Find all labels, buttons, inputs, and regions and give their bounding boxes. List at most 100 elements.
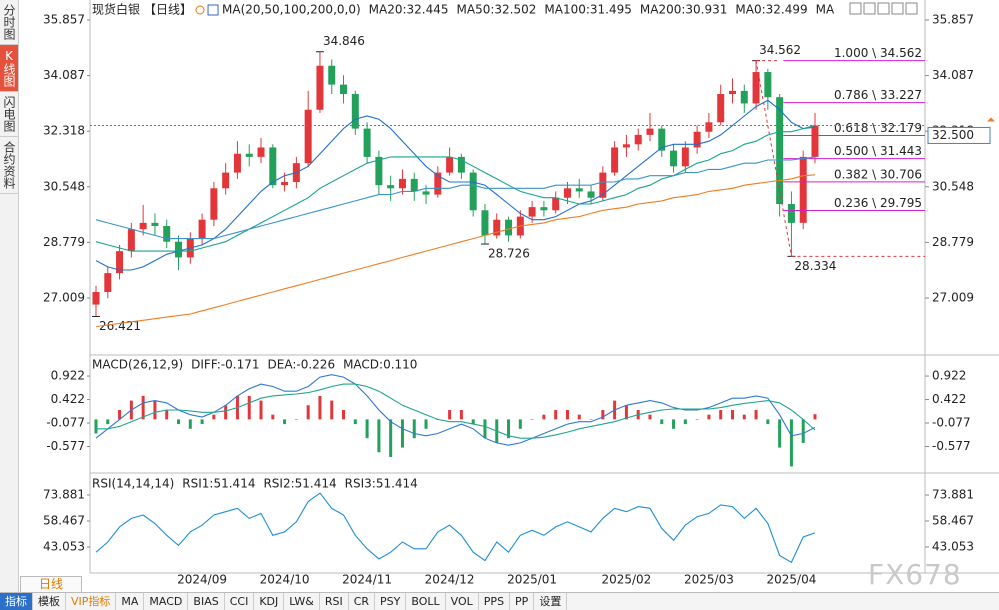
candle-body <box>646 128 654 135</box>
candle-body <box>717 94 725 123</box>
y-tick-label: 32.318 <box>43 124 85 138</box>
y-tick-label: 34.087 <box>932 68 974 82</box>
toolbar-tab[interactable]: 设置 <box>534 593 568 610</box>
series-line <box>96 383 816 439</box>
macd-bar <box>707 414 711 420</box>
candle-body <box>375 156 383 186</box>
toolbar-tab[interactable]: VIP指标 <box>66 593 117 610</box>
y-tick-label: -0.077 <box>46 416 85 430</box>
y-tick-label: 34.087 <box>43 68 85 82</box>
candle-body <box>658 128 666 151</box>
fib-label: 0.618 \ 32.179 <box>834 121 922 135</box>
candle-body <box>387 185 395 189</box>
tool-icon[interactable] <box>849 2 862 15</box>
candle-body <box>787 204 795 223</box>
toolbar-tab[interactable]: BOLL <box>406 593 446 610</box>
candle-body <box>269 147 277 186</box>
fib-label: 1.000 \ 34.562 <box>834 46 922 60</box>
toolbar-tab[interactable]: PP <box>510 593 535 610</box>
side-tab[interactable]: 闪电图 <box>0 92 18 137</box>
toolbar-tab[interactable]: MA <box>116 593 145 610</box>
candle-body <box>92 291 100 305</box>
fib-label: 0.786 \ 33.227 <box>834 88 922 102</box>
candle-body <box>316 65 324 110</box>
y-tick-label: 0.922 <box>51 369 85 383</box>
add-icon[interactable] <box>195 5 205 15</box>
macd-bar <box>165 409 169 420</box>
macd-bar <box>424 419 428 429</box>
settings-icon[interactable] <box>207 4 219 16</box>
y-tick-label: -0.577 <box>46 439 85 453</box>
macd-bar <box>318 395 322 420</box>
sidebar: 分时图 K线图 闪电图 合约资料 <box>0 0 19 592</box>
macd-bar <box>459 409 463 420</box>
candle-body <box>363 128 371 157</box>
candle-body <box>611 147 619 173</box>
macd-bar <box>778 419 782 448</box>
candle-body <box>116 251 124 274</box>
toolbar-tab[interactable]: 模板 <box>33 593 66 610</box>
extreme-label: 28.334 <box>794 259 836 273</box>
macd-bar <box>754 409 758 420</box>
tool-icon[interactable] <box>891 2 904 15</box>
toolbar-tab[interactable]: CR <box>349 593 376 610</box>
y-tick-label: 0.922 <box>932 369 966 383</box>
candle-body <box>127 229 135 252</box>
toolbar-tab[interactable]: PPS <box>479 593 511 610</box>
y-tick-label: 27.009 <box>43 290 85 304</box>
toolbar-tab[interactable]: CCI <box>225 593 255 610</box>
candle-body <box>481 210 489 236</box>
y-tick-label: 30.548 <box>932 179 974 193</box>
x-tick-label: 2025/01 <box>507 573 557 587</box>
side-tab[interactable]: 分时图 <box>0 0 18 45</box>
candle-body <box>340 84 348 95</box>
y-tick-label: -0.577 <box>932 439 971 453</box>
last-price-arrow <box>987 117 995 122</box>
last-price-box <box>927 126 991 144</box>
candle-body <box>681 147 689 167</box>
candle-body <box>528 207 536 217</box>
candle-body <box>151 222 159 227</box>
toolbar-tab[interactable]: MACD <box>144 593 189 610</box>
legend-item: DIFF:-0.171 <box>191 358 259 372</box>
candle-body <box>469 172 477 211</box>
candle-body <box>740 90 748 104</box>
period-button[interactable]: 日线 <box>20 576 82 593</box>
candle-body <box>634 134 642 145</box>
toolbar-tab[interactable]: 指标 <box>0 593 33 610</box>
toolbar-tab[interactable]: KDJ <box>254 593 285 610</box>
candle-body <box>351 94 359 129</box>
legend-item: MACD:0.110 <box>343 358 417 372</box>
candle-body <box>257 147 265 157</box>
tool-icon[interactable] <box>877 2 890 15</box>
macd-bar <box>672 419 676 429</box>
candle-body <box>446 156 454 173</box>
side-tab[interactable]: 合约资料 <box>0 137 18 194</box>
legend-item: MA100:31.495 <box>544 3 632 17</box>
fib-label: 0.382 \ 30.706 <box>834 167 922 181</box>
macd-bar <box>259 400 263 420</box>
candle-body <box>222 172 230 189</box>
macd-bar <box>660 419 664 425</box>
toolbar: 指标 模板 VIP指标 MA MACD BIAS CCI KDJ LW& RSI CR PSY BOLL… <box>0 592 999 610</box>
tool-icon[interactable] <box>905 2 918 15</box>
toolbar-tab[interactable]: RSI <box>320 593 349 610</box>
toolbar-tab[interactable]: BIAS <box>188 593 225 610</box>
toolbar-tab[interactable]: PSY <box>375 593 407 610</box>
x-tick-label: 2024/11 <box>342 573 392 587</box>
macd-bar <box>224 405 228 420</box>
macd-bar <box>518 419 522 429</box>
legend-item: RSI1:51.414 <box>182 477 255 491</box>
legend-item: 现货白银 <box>92 2 140 17</box>
toolbar-tab[interactable]: LW& <box>284 593 320 610</box>
x-tick-label: 2025/02 <box>601 573 651 587</box>
toolbar-tab[interactable]: VOL <box>446 593 479 610</box>
macd-bar <box>294 419 298 420</box>
side-tab[interactable]: K线图 <box>0 45 18 92</box>
macd-bar <box>624 405 628 420</box>
macd-bar <box>542 414 546 420</box>
extreme-label: 34.562 <box>759 43 801 57</box>
macd-bar <box>577 414 581 420</box>
tool-icon[interactable] <box>863 2 876 15</box>
macd-bar <box>565 409 569 420</box>
